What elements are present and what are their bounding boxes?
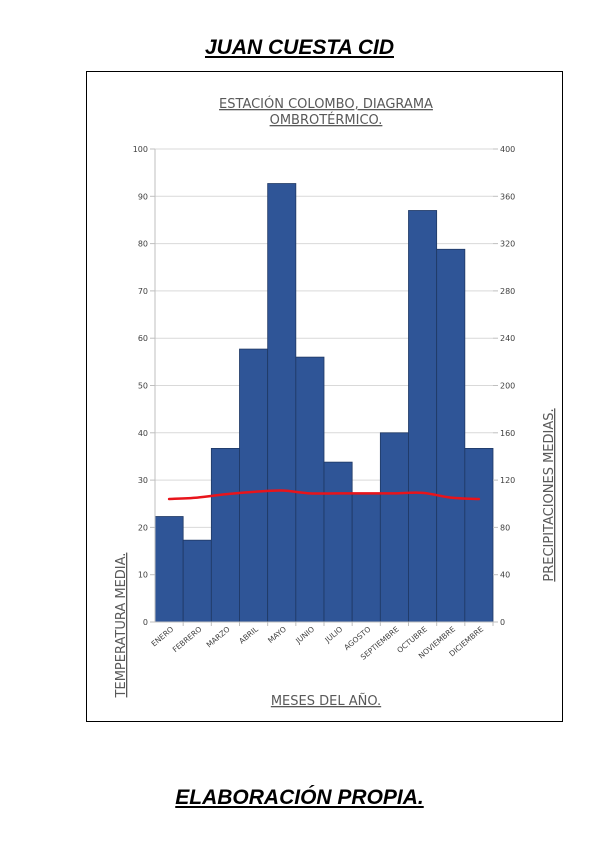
y-axis-title-right: PRECIPITACIONES MEDIAS. [542, 408, 557, 581]
chart-frame: ESTACIÓN COLOMBO, DIAGRAMA OMBROTÉRMICO.… [86, 71, 563, 722]
right-tick-label: 240 [500, 334, 515, 343]
x-tick-label-enero: ENERO [150, 625, 176, 649]
bar-julio [323, 461, 353, 623]
right-tick-label: 160 [500, 429, 515, 438]
temperature-line [167, 489, 481, 501]
y-axis-title-left: TEMPERATURA MEDIA. [114, 553, 129, 699]
left-tick-label: 60 [138, 334, 148, 343]
bar-octubre [408, 210, 438, 623]
x-axis-title: MESES DEL AÑO. [271, 693, 381, 709]
left-tick-label: 70 [138, 287, 148, 296]
left-tick-label: 80 [138, 240, 148, 249]
left-tick-label: 100 [133, 145, 148, 154]
bar-enero [154, 516, 184, 623]
x-tick-label-junio: JUNIO [293, 625, 316, 646]
bar-febrero [182, 539, 212, 623]
bar-abril [239, 348, 269, 623]
right-tick-label: 400 [500, 145, 515, 154]
right-tick-label: 80 [500, 523, 510, 532]
document-header: JUAN CUESTA CID [204, 36, 394, 59]
left-tick-label: 90 [138, 192, 148, 201]
right-tick-label: 120 [500, 476, 515, 485]
right-tick-label: 320 [500, 240, 515, 249]
bar-septiembre [379, 432, 409, 623]
document-footer: ELABORACIÓN PROPIA. [175, 786, 424, 809]
bar-noviembre [436, 248, 466, 623]
left-tick-label: 0 [143, 618, 148, 627]
chart-title-line1: ESTACIÓN COLOMBO, DIAGRAMA [219, 96, 433, 112]
x-tick-label-marzo: MARZO [205, 625, 232, 650]
ombrothermic-chart: ESTACIÓN COLOMBO, DIAGRAMA OMBROTÉRMICO.… [114, 96, 557, 709]
right-tick-label: 280 [500, 287, 515, 296]
left-tick-label: 10 [138, 571, 148, 580]
bar-diciembre [464, 448, 494, 623]
right-tick-label: 360 [500, 192, 515, 201]
x-tick-label-abril: ABRIL [237, 624, 260, 645]
bar-agosto [351, 492, 381, 623]
left-tick-label: 50 [138, 382, 148, 391]
x-tick-label-julio: JULIO [322, 625, 344, 645]
left-tick-label: 20 [138, 523, 148, 532]
bar-marzo [210, 448, 240, 623]
bar-mayo [267, 183, 297, 623]
right-tick-label: 0 [500, 618, 505, 627]
left-tick-label: 30 [138, 476, 148, 485]
right-tick-label: 200 [500, 382, 515, 391]
x-tick-label-febrero: FEBRERO [171, 625, 204, 655]
x-tick-label-mayo: MAYO [266, 625, 288, 646]
chart-title-line2: OMBROTÉRMICO. [270, 112, 383, 128]
bar-junio [295, 356, 325, 623]
right-tick-label: 40 [500, 571, 510, 580]
left-tick-label: 40 [138, 429, 148, 438]
